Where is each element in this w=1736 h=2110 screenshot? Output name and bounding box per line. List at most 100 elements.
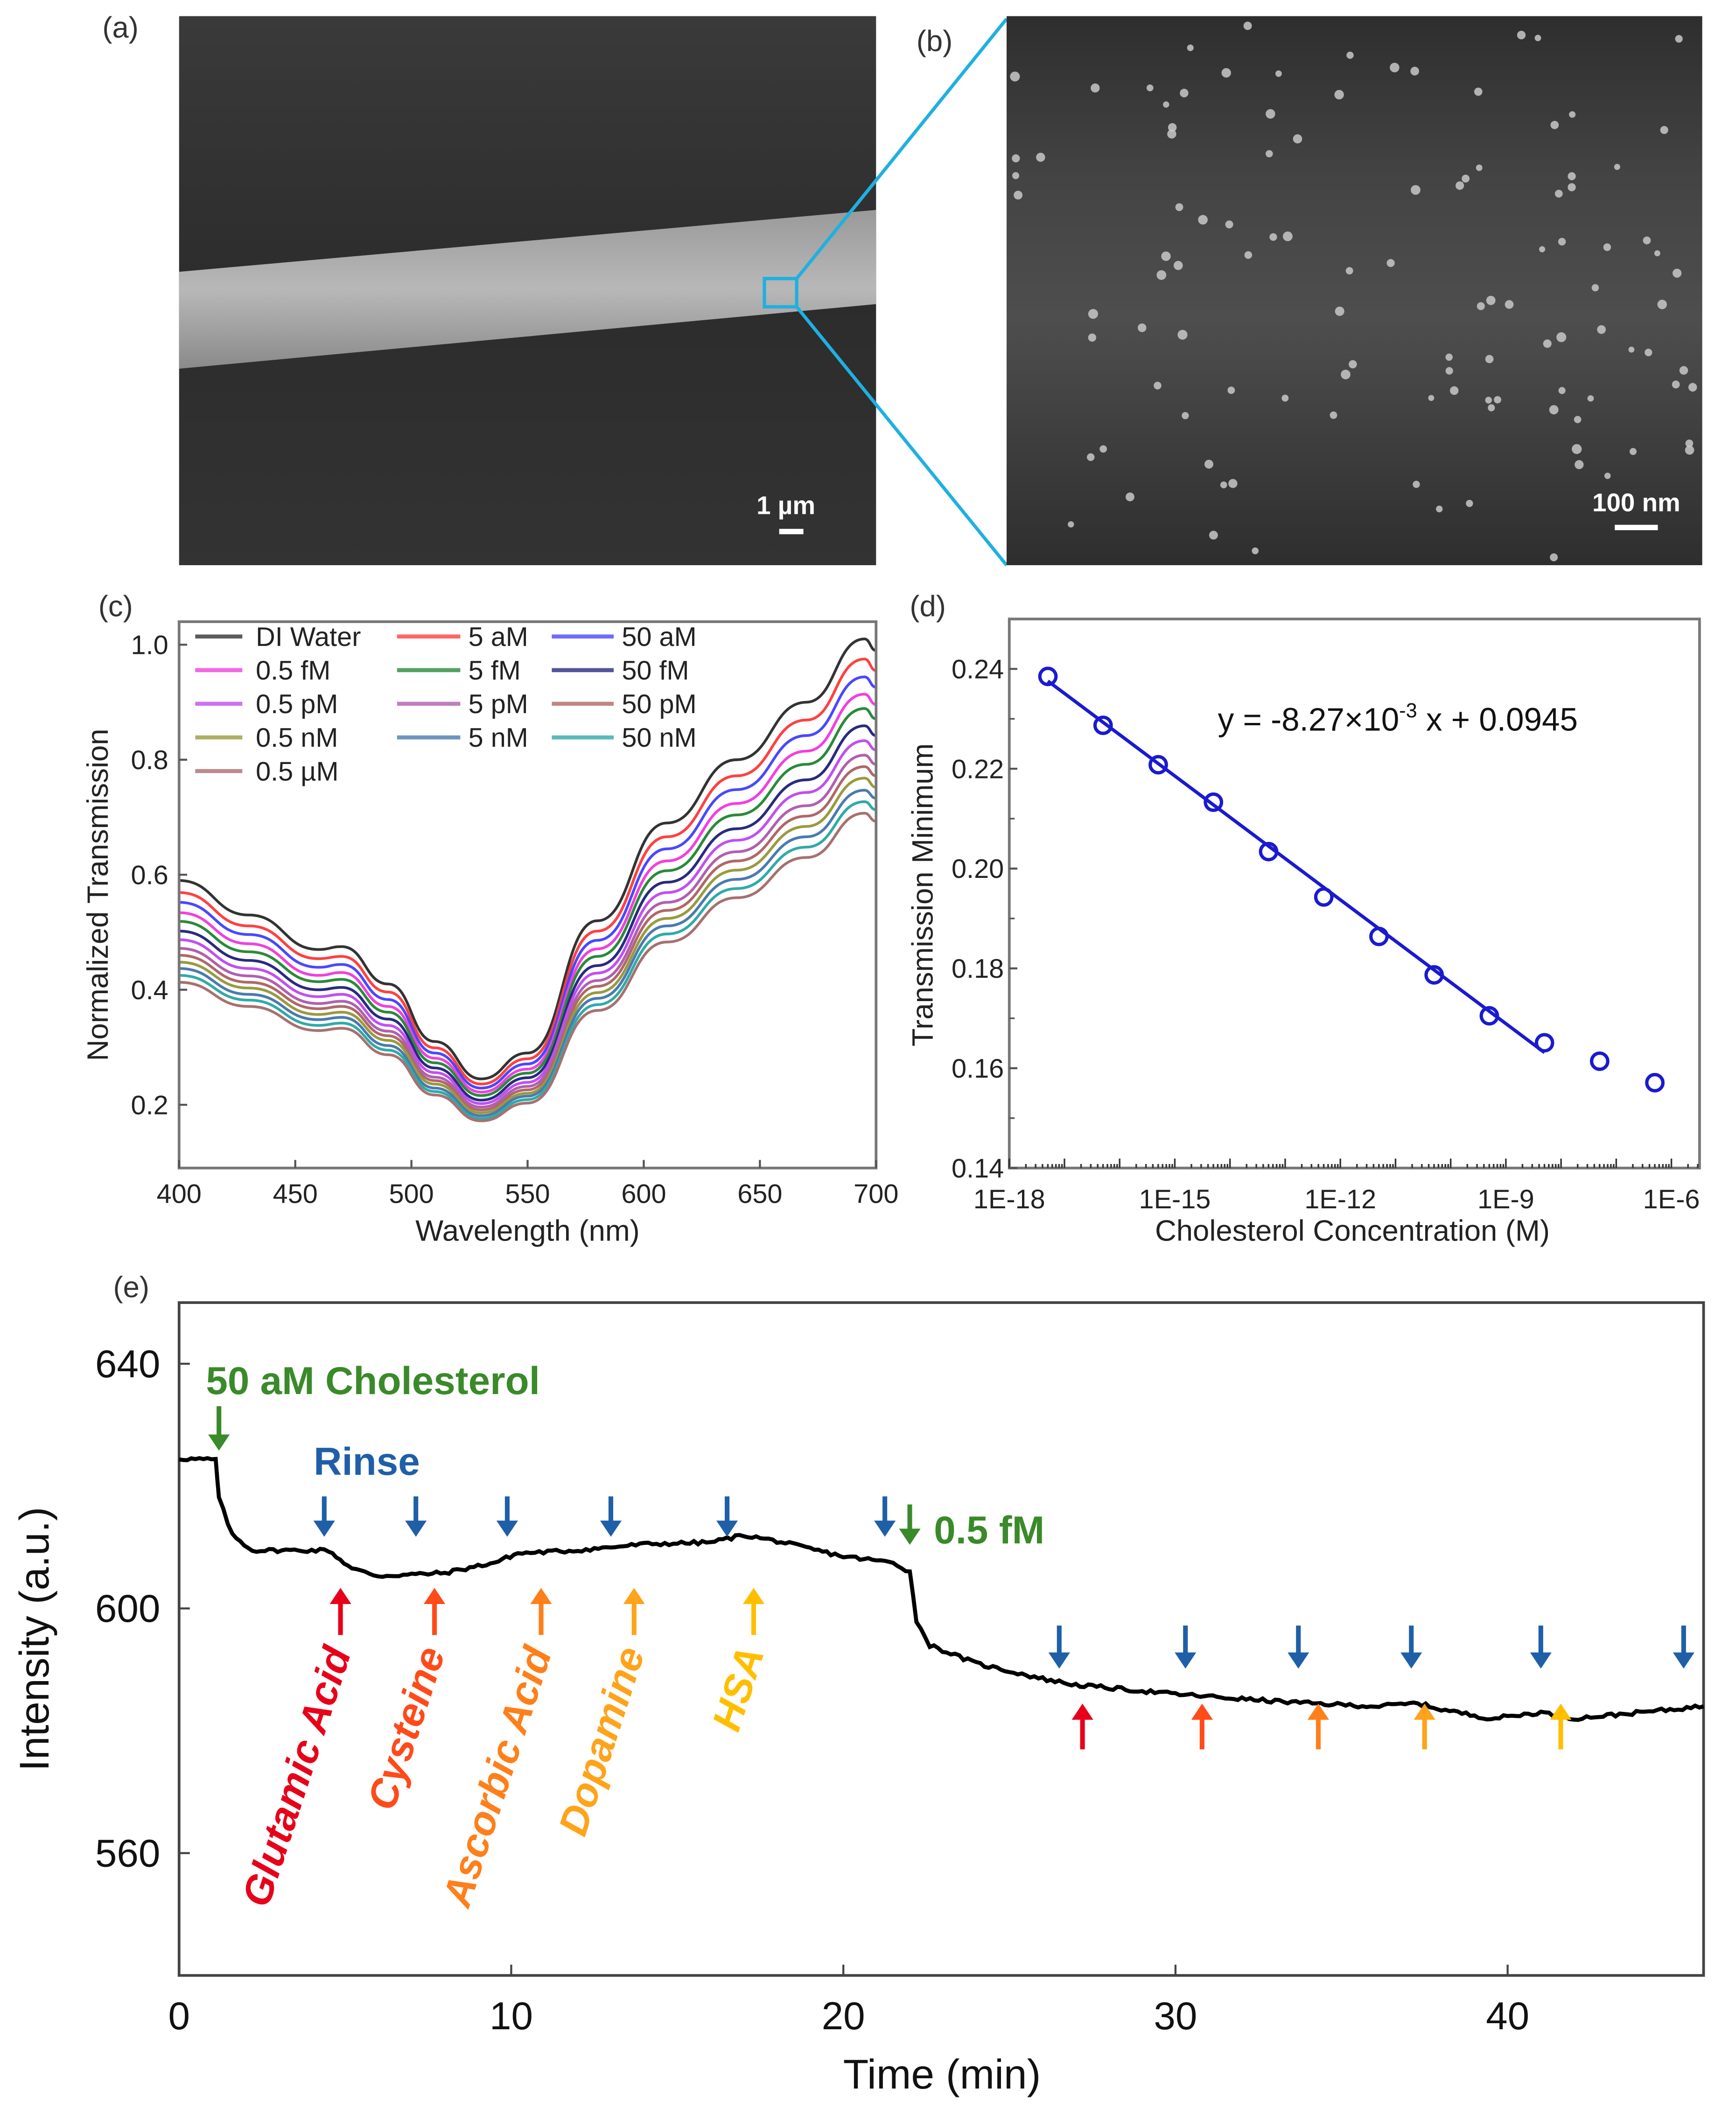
cholesterol-arrow-icon (208, 1434, 230, 1451)
axis-ticks: 1E-18 1E-15 1E-12 1E-9 1E-6 0.14 0.16 0.18 0.20 0… (952, 654, 1700, 1214)
spectrum-line-2 (179, 675, 876, 1090)
nanoparticle (1534, 35, 1541, 42)
interferent-label: Ascorbic Acid (434, 1640, 560, 1913)
y-tick-label: 0.8 (131, 745, 168, 775)
nanoparticle (1341, 370, 1351, 379)
nanoparticle (1099, 445, 1107, 453)
fit-equation-exponent: -3 (1399, 700, 1417, 722)
interferent-label: HSA (704, 1641, 773, 1736)
data-point (1038, 666, 1058, 687)
spectrum-line-12 (179, 812, 876, 1122)
chart-transmission-spectra: 400 450 500 550 600 650 700 0.2 0.4 0.6 0.8 1.0 DI … (82, 620, 899, 1247)
interferent-arrow-icon (329, 1588, 351, 1604)
legend-label: 50 fM (622, 656, 689, 686)
legend-label: 50 aM (622, 622, 696, 652)
y-tick-label: 1.0 (131, 631, 168, 660)
nanoparticle (1476, 164, 1483, 171)
nanoparticle (1163, 101, 1169, 108)
nanoparticle (1180, 89, 1189, 98)
nanoparticle (1335, 306, 1344, 316)
nanoparticle (1628, 346, 1635, 353)
nanoparticle (1413, 481, 1420, 488)
nanoparticle (1575, 460, 1584, 470)
legend: DI Water 5 aM 50 aM 0.5 fM 5 fM 50 fM 0.5 pM 5 … (195, 622, 697, 786)
nanoparticle (1088, 309, 1098, 319)
nanoparticle (1505, 300, 1514, 309)
x-tick-label: 20 (822, 1994, 865, 2038)
interferent-arrow-icon (530, 1588, 552, 1604)
nanoparticle (1673, 268, 1682, 278)
axis-ticks: 0 10 20 30 40 560 600 640 (95, 1342, 1529, 2038)
nanoparticle (1161, 251, 1171, 261)
nanoparticle (1445, 367, 1453, 375)
rinse-arrow-icon (716, 1521, 738, 1537)
spectrum-line-10 (179, 789, 876, 1117)
nanoparticle (1550, 553, 1558, 561)
panel-label-c: (c) (98, 590, 133, 623)
nanoparticle (1156, 270, 1167, 280)
y-tick-label: 0.16 (952, 1054, 1004, 1084)
y-tick-label: 600 (95, 1586, 161, 1630)
rinse-arrow-icon (405, 1521, 427, 1537)
nanoparticle (1282, 231, 1293, 241)
nanoparticle (1173, 261, 1183, 270)
spectrum-line-5 (179, 724, 876, 1102)
x-tick-label: 600 (621, 1179, 666, 1209)
nanoparticle (1486, 295, 1496, 305)
data-point (1204, 792, 1224, 812)
x-tick-label: 30 (1154, 1994, 1197, 2038)
plot-frame (177, 1301, 1705, 1977)
nanoparticle (1146, 84, 1154, 91)
nanoparticle (1569, 111, 1576, 118)
data-point (1148, 755, 1168, 775)
spectra-curves (179, 638, 876, 1122)
y-tick-label: 0.14 (952, 1154, 1004, 1184)
nanoparticle (1281, 394, 1289, 402)
rinse-arrow-icon (1175, 1652, 1197, 1669)
nanoparticle (1168, 123, 1177, 132)
nanoparticle (1558, 238, 1566, 246)
data-point (1259, 841, 1279, 862)
rinse-arrow-icon (1048, 1652, 1070, 1669)
nanoparticle (1198, 215, 1208, 225)
fit-equation-tail: x + 0.0945 (1417, 701, 1578, 738)
panel-label-a: (a) (102, 12, 139, 44)
nanoparticle (1293, 134, 1302, 144)
x-tick-label: 40 (1486, 1994, 1529, 2038)
spectrum-line-1 (179, 658, 876, 1086)
legend-label: 50 nM (622, 723, 696, 753)
spectrum-line-11 (179, 800, 876, 1120)
rinse-arrow-icon (1400, 1652, 1422, 1669)
nanoparticle (1269, 233, 1277, 241)
panel-label-b: (b) (917, 25, 953, 58)
nanoparticle (1675, 35, 1683, 43)
nanoparticle (1428, 395, 1435, 401)
nanoparticle (1012, 154, 1020, 162)
rinse-arrow-icon (313, 1521, 335, 1537)
axis-ticks: 400 450 500 550 600 650 700 0.2 0.4 0.6 0.8 1.0 (131, 631, 899, 1209)
nanoparticle (1587, 395, 1594, 402)
y-tick-label: 0.22 (952, 754, 1004, 784)
nanoparticle (1209, 531, 1218, 540)
nanoparticle (1591, 284, 1599, 292)
zoom-box (763, 277, 798, 308)
legend-label: 5 pM (469, 689, 528, 719)
nanoparticle (1411, 185, 1421, 195)
legend-label: 5 nM (469, 723, 528, 753)
interferent-arrow-icon (1191, 1703, 1213, 1720)
nanoparticle (1177, 329, 1188, 340)
interferent-arrow-icon (1071, 1703, 1093, 1720)
scale-bar-a (779, 529, 804, 534)
nanoparticle (1603, 243, 1611, 251)
nanoparticle (1474, 87, 1483, 96)
nanoparticle (1068, 521, 1074, 528)
nanoparticle (1167, 129, 1176, 139)
nanoparticle (1654, 250, 1660, 257)
nanoparticle (1410, 67, 1419, 76)
cholesterol-label-2: 0.5 fM (934, 1508, 1044, 1552)
spectrum-line-7 (179, 754, 876, 1108)
y-axis-title: Transmission Minimum (906, 743, 939, 1047)
x-tick-label: 550 (505, 1179, 550, 1209)
spectrum-line-9 (179, 777, 876, 1115)
nanoparticle (1568, 172, 1576, 181)
